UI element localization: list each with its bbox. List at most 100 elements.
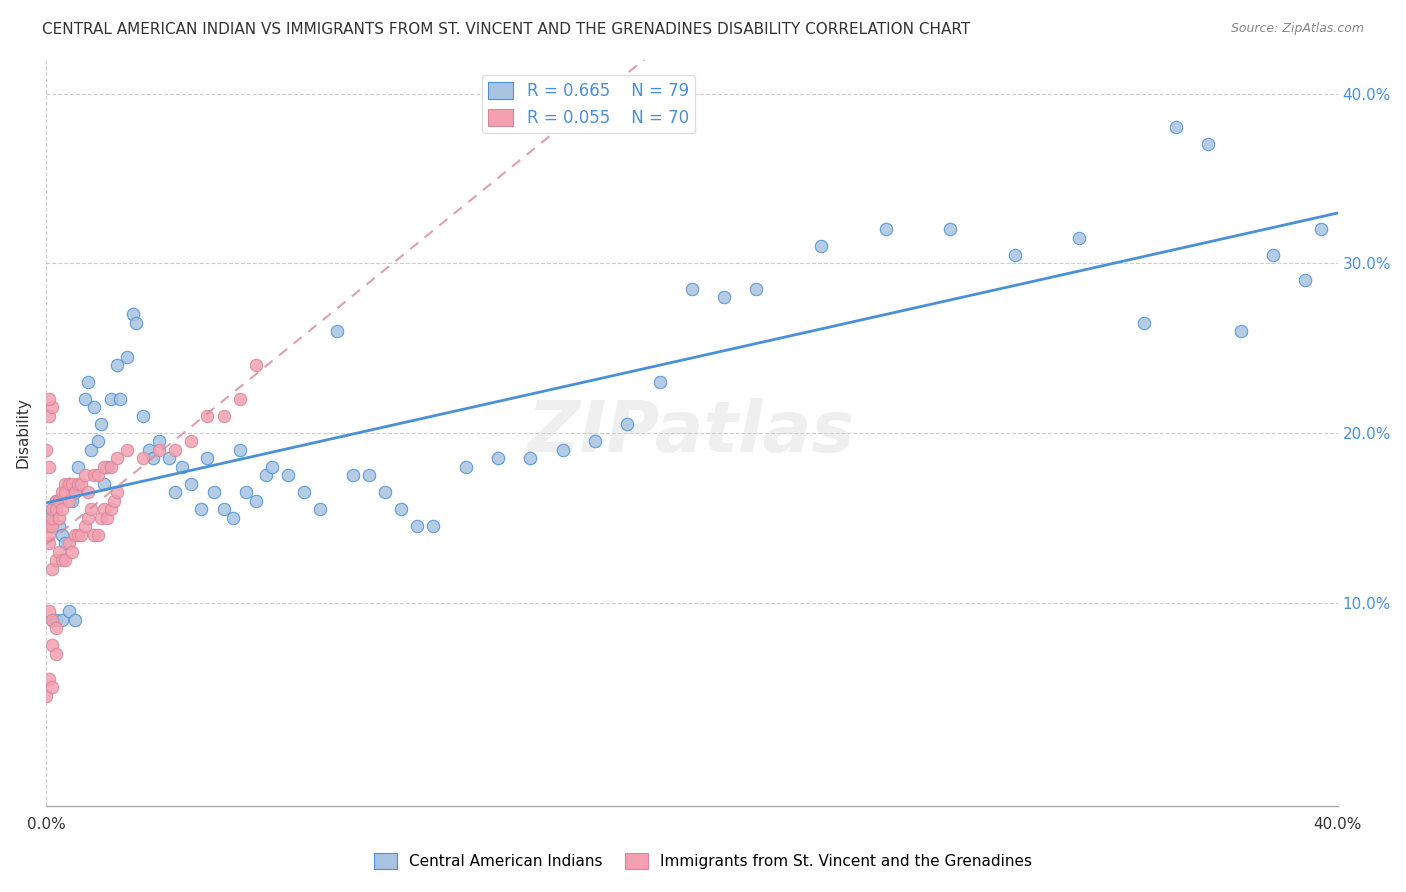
Point — [115, 350, 138, 364]
Point — [53, 485, 76, 500]
Point — [1310, 222, 1333, 236]
Point — [309, 502, 332, 516]
Point — [48, 519, 70, 533]
Point — [63, 485, 86, 500]
Point — [51, 528, 73, 542]
Point — [105, 451, 128, 466]
Point — [90, 417, 112, 432]
Point — [141, 451, 163, 466]
Point — [38, 604, 60, 618]
Point — [53, 476, 76, 491]
Point — [357, 468, 380, 483]
Point — [100, 502, 122, 516]
Point — [122, 307, 145, 321]
Point — [681, 282, 703, 296]
Point — [63, 528, 86, 542]
Point — [1166, 120, 1188, 135]
Point — [486, 451, 509, 466]
Point — [60, 476, 83, 491]
Point — [38, 672, 60, 686]
Point — [93, 459, 115, 474]
Point — [41, 562, 63, 576]
Point — [197, 409, 219, 423]
Point — [83, 528, 105, 542]
Point — [80, 442, 103, 457]
Point — [83, 401, 105, 415]
Point — [58, 476, 80, 491]
Legend: R = 0.665    N = 79, R = 0.055    N = 70: R = 0.665 N = 79, R = 0.055 N = 70 — [482, 76, 696, 134]
Point — [875, 222, 897, 236]
Point — [110, 392, 132, 406]
Point — [180, 476, 202, 491]
Point — [51, 613, 73, 627]
Point — [38, 392, 60, 406]
Point — [138, 442, 160, 457]
Point — [73, 392, 96, 406]
Point — [292, 485, 315, 500]
Point — [389, 502, 412, 516]
Point — [228, 392, 250, 406]
Point — [197, 451, 219, 466]
Point — [713, 290, 735, 304]
Point — [148, 442, 170, 457]
Point — [77, 510, 100, 524]
Point — [35, 442, 58, 457]
Point — [77, 485, 100, 500]
Point — [63, 613, 86, 627]
Point — [157, 451, 180, 466]
Point — [45, 493, 67, 508]
Point — [939, 222, 962, 236]
Point — [51, 502, 73, 516]
Point — [86, 434, 108, 449]
Point — [38, 409, 60, 423]
Point — [202, 485, 225, 500]
Point — [45, 493, 67, 508]
Point — [422, 519, 444, 533]
Point — [58, 604, 80, 618]
Point — [454, 459, 477, 474]
Point — [93, 476, 115, 491]
Point — [73, 519, 96, 533]
Point — [212, 409, 235, 423]
Point — [41, 613, 63, 627]
Point — [170, 459, 193, 474]
Point — [96, 510, 118, 524]
Point — [1069, 231, 1091, 245]
Point — [90, 510, 112, 524]
Point — [277, 468, 299, 483]
Point — [83, 468, 105, 483]
Point — [148, 434, 170, 449]
Point — [41, 638, 63, 652]
Y-axis label: Disability: Disability — [15, 398, 30, 468]
Point — [58, 493, 80, 508]
Point — [1229, 324, 1251, 338]
Point — [53, 553, 76, 567]
Point — [41, 681, 63, 695]
Point — [132, 409, 155, 423]
Point — [38, 459, 60, 474]
Point — [132, 451, 155, 466]
Point — [190, 502, 212, 516]
Point — [374, 485, 396, 500]
Text: Source: ZipAtlas.com: Source: ZipAtlas.com — [1230, 22, 1364, 36]
Point — [1004, 248, 1026, 262]
Point — [67, 528, 90, 542]
Point — [115, 442, 138, 457]
Point — [53, 536, 76, 550]
Point — [1294, 273, 1316, 287]
Point — [45, 553, 67, 567]
Point — [38, 528, 60, 542]
Point — [63, 485, 86, 500]
Legend: Central American Indians, Immigrants from St. Vincent and the Grenadines: Central American Indians, Immigrants fro… — [367, 847, 1039, 875]
Point — [70, 476, 93, 491]
Point — [48, 493, 70, 508]
Point — [235, 485, 257, 500]
Point — [45, 502, 67, 516]
Point — [48, 545, 70, 559]
Point — [41, 502, 63, 516]
Point — [519, 451, 541, 466]
Point — [245, 493, 267, 508]
Point — [222, 510, 245, 524]
Point — [51, 485, 73, 500]
Point — [100, 459, 122, 474]
